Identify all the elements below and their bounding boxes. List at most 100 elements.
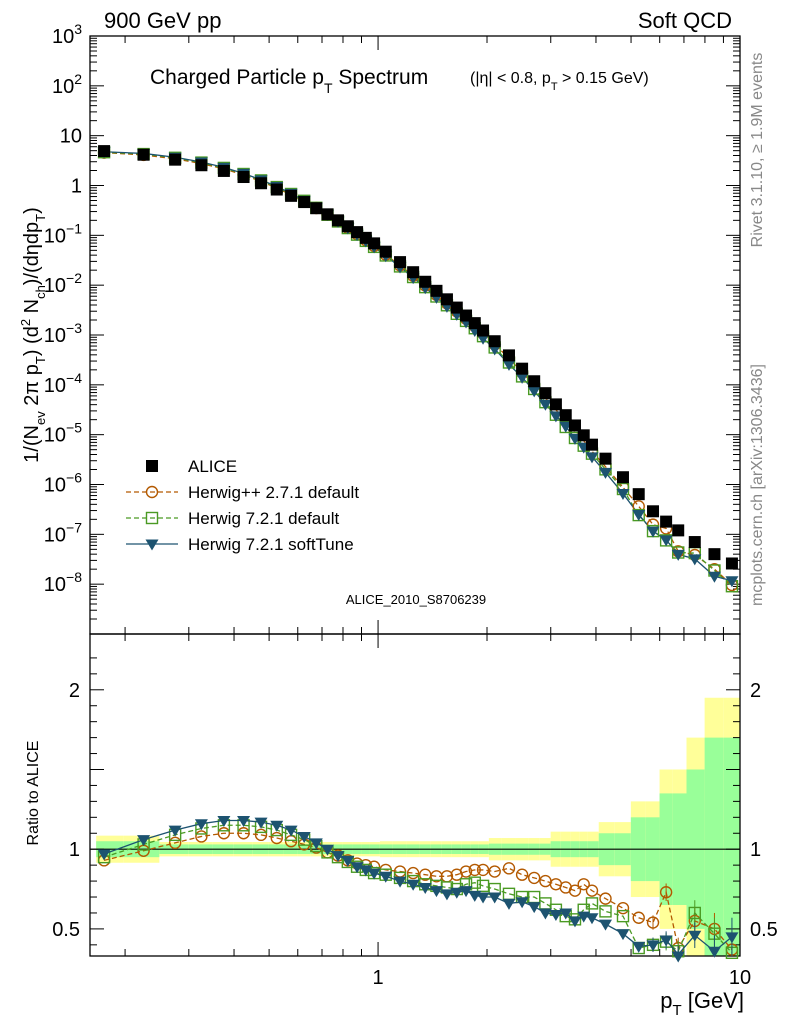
main-point-data [285, 189, 298, 202]
ratio-tick-label-right: 1 [750, 839, 761, 861]
y-tick-exponent: −2 [66, 270, 82, 286]
legend-marker [146, 460, 158, 472]
y-tick-exponent: −1 [66, 220, 82, 236]
main-point-data [559, 409, 572, 422]
legend-marker [145, 511, 159, 525]
ratio-point-2 [168, 825, 182, 837]
main-point-2 [632, 510, 646, 522]
y-tick-base: 10 [44, 425, 66, 447]
ratio-point-0 [476, 863, 490, 877]
ratio-point-2 [632, 941, 646, 953]
main-point-data [237, 171, 250, 184]
ratio-point-2 [515, 897, 529, 909]
main-panel: 10−810−710−610−510−410−310−210−111010210… [44, 21, 741, 956]
main-point-data [341, 220, 354, 233]
y-tick-label: 103 [52, 21, 82, 48]
ratio-band-stat [723, 737, 740, 956]
ratio-point-2 [406, 879, 420, 891]
ratio-point-0 [515, 868, 529, 881]
main-point-data [440, 293, 453, 306]
ratio-point-2 [527, 902, 541, 914]
ratio-tick-label-right: 0.5 [750, 919, 778, 941]
ratio-point-0 [270, 831, 283, 845]
main-point-data [568, 419, 581, 432]
ratio-point-2 [284, 825, 298, 837]
main-point-2 [659, 535, 673, 547]
main-point-data [477, 324, 490, 337]
ratio-frame [89, 633, 741, 957]
chart-title-cuts: (|η| < 0.8, pT > 0.15 GeV) [470, 70, 649, 93]
y-tick-label: 102 [52, 71, 82, 98]
ratio-point-0 [599, 892, 612, 905]
ratio-point-2 [538, 908, 552, 920]
ratio-point-0 [168, 836, 182, 850]
legend-label: Herwig 7.2.1 default [188, 509, 339, 528]
main-point-data [137, 148, 150, 161]
ratio-point-2 [254, 817, 268, 829]
ratio-point-0 [659, 886, 673, 899]
main-point-data [255, 177, 268, 190]
ratio-point-0 [217, 827, 231, 840]
xlabel-tail: [GeV] [682, 988, 744, 1013]
ratio-point-2 [671, 951, 685, 963]
ratio-point-2 [309, 838, 323, 850]
ylabel-sub-ch: ch [33, 285, 48, 299]
main-point-data [585, 438, 598, 451]
main-point-data [616, 471, 629, 484]
title-cut-sub: T [551, 81, 558, 93]
main-line-0 [104, 152, 733, 586]
xlabel-main: p [660, 988, 672, 1013]
y-tick-label: 10−2 [44, 270, 82, 297]
y-tick-label: 1 [71, 176, 82, 198]
ratio-point-0 [488, 865, 501, 878]
y-tick-label: 10−1 [44, 220, 82, 247]
ratio-point-2 [217, 816, 231, 828]
ratio-point-0 [616, 901, 630, 915]
y-tick-exponent: −3 [66, 320, 82, 336]
legend-label: Herwig++ 2.7.1 default [188, 483, 359, 502]
main-point-data [310, 202, 323, 215]
main-point-data [539, 387, 552, 400]
ratio-point-0 [406, 866, 420, 880]
main-point-data [169, 153, 182, 166]
chart-title: Charged Particle pT Spectrum [150, 66, 428, 96]
title-cut-a: (|η| < 0.8, p [470, 70, 551, 87]
main-point-data [488, 335, 501, 348]
main-point-data [672, 524, 685, 537]
y-tick-exponent: −5 [66, 420, 82, 436]
ratio-point-0 [539, 874, 552, 888]
ylabel-sup-2: 2 [18, 319, 33, 326]
main-point-2 [502, 359, 516, 371]
ratio-point-1 [616, 909, 630, 923]
main-point-2 [515, 372, 529, 384]
main-point-2 [646, 526, 660, 538]
ratio-point-2 [393, 876, 407, 888]
ratio-point-2 [585, 913, 599, 925]
x-tick-label: 10 [729, 967, 751, 989]
y-tick-base: 10 [44, 524, 66, 546]
main-point-data [270, 183, 283, 196]
y-tick-base: 10 [44, 375, 66, 397]
main-point-2 [671, 549, 685, 561]
ratio-point-2 [488, 892, 502, 904]
ratio-point-1 [502, 887, 516, 901]
header-left: 900 GeV pp [104, 8, 221, 33]
ratio-point-2 [646, 940, 660, 952]
rivet-label: Rivet 3.1.10, ≥ 1.9M events [749, 53, 766, 248]
ratio-tick-label: 1 [69, 839, 80, 861]
legend: ALICE Herwig++ 2.7.1 default Herwig 7.2.1 … [126, 457, 359, 554]
ratio-point-2 [137, 835, 151, 847]
ratio-point-2 [725, 932, 739, 944]
y-tick-base: 10 [44, 475, 66, 497]
main-point-data [98, 145, 111, 158]
ratio-point-1 [599, 905, 612, 918]
main-point-data [647, 505, 660, 518]
ratio-point-0 [237, 827, 250, 840]
ratio-point-2 [331, 851, 345, 863]
ratio-point-0 [459, 865, 473, 878]
y-tick-exponent: −7 [66, 519, 82, 535]
y-tick-exponent: 2 [74, 71, 82, 87]
ylabel-sub-t: T [33, 356, 48, 364]
title-main: Charged Particle p [150, 66, 324, 89]
y-tick-exponent: 3 [74, 21, 82, 37]
